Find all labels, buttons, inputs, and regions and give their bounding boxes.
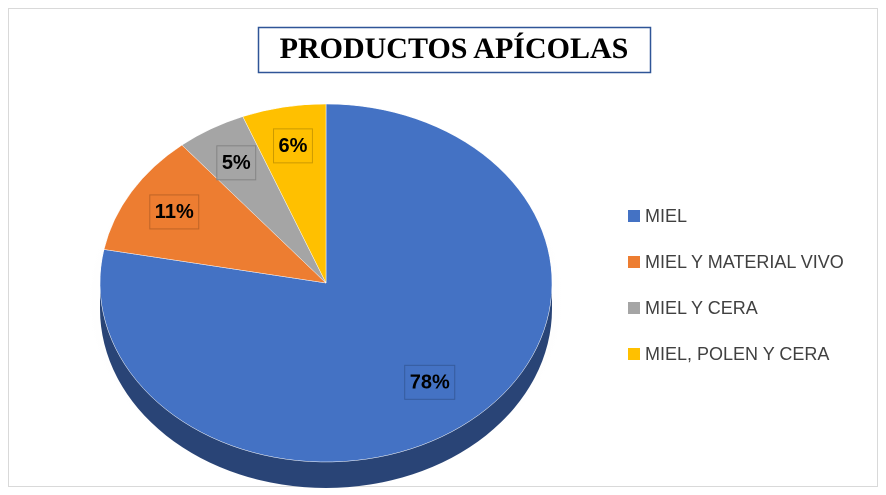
legend-label: MIEL Y CERA (645, 298, 758, 318)
data-label: 11% (155, 201, 194, 223)
legend-label: MIEL Y MATERIAL VIVO (645, 252, 844, 272)
chart-title: PRODUCTOS APÍCOLAS (280, 32, 629, 65)
data-label: 78% (410, 372, 450, 394)
legend (615, 190, 877, 380)
legend-items: MIEL MIEL Y MATERIAL VIVO MIEL Y CERA MIEL,… (628, 206, 844, 364)
legend-swatch (628, 302, 640, 314)
legend-swatch (628, 256, 640, 268)
data-label-box (404, 364, 456, 400)
title-box (257, 26, 652, 74)
pie: 78% 11% 5% 6% (99, 103, 553, 488)
pie-slice (103, 144, 327, 284)
legend-label: MIEL, POLEN Y CERA (645, 344, 829, 364)
data-label-box (273, 128, 313, 164)
data-label: 5% (222, 152, 251, 174)
data-label: 6% (279, 135, 308, 157)
legend-label: MIEL (645, 206, 687, 226)
legend-swatch (628, 210, 640, 222)
data-label-box (216, 145, 257, 181)
data-label-box (149, 194, 200, 230)
legend-swatch (628, 348, 640, 360)
